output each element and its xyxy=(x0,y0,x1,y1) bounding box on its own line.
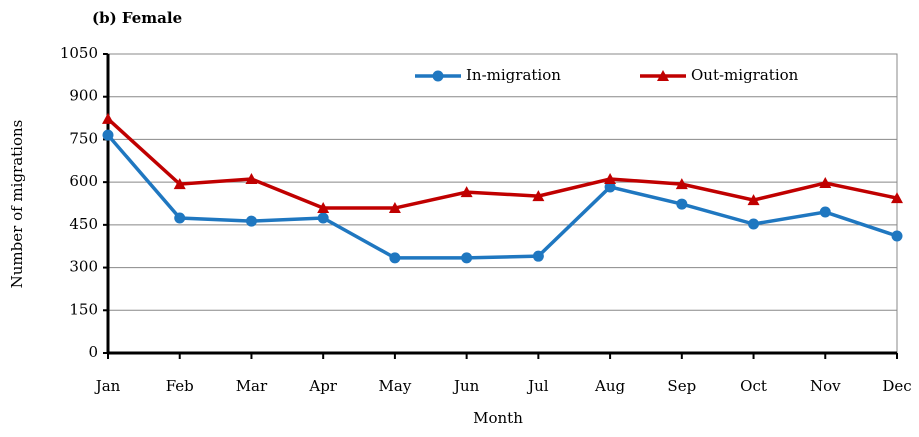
legend-marker xyxy=(657,70,669,81)
data-point xyxy=(389,252,401,264)
x-tick-label: Sep xyxy=(667,377,696,395)
y-tick-label: 1050 xyxy=(60,44,98,62)
plot-border xyxy=(107,53,898,354)
data-point xyxy=(388,202,401,214)
y-tick-label: 600 xyxy=(69,172,98,190)
data-point xyxy=(676,198,688,210)
x-tick-label: Jan xyxy=(94,377,121,395)
y-tick-label: 750 xyxy=(69,129,98,147)
data-point xyxy=(102,112,114,124)
data-point xyxy=(532,250,544,262)
data-point xyxy=(317,202,330,214)
x-tick-label: May xyxy=(379,377,412,395)
data-point xyxy=(819,206,831,218)
y-tick-label: 300 xyxy=(69,258,98,276)
data-point xyxy=(174,212,186,224)
data-point xyxy=(748,218,760,230)
data-point xyxy=(675,178,688,190)
data-point xyxy=(173,178,186,190)
x-tick-label: Jul xyxy=(526,377,549,395)
data-point xyxy=(461,252,473,264)
series-line xyxy=(106,134,898,260)
x-tick-label: Feb xyxy=(166,377,194,395)
legend-label: In-migration xyxy=(466,66,561,84)
x-tick-label: Mar xyxy=(236,377,268,395)
data-point xyxy=(317,212,329,224)
x-axis-label: Month xyxy=(473,409,523,427)
x-tick-label: Apr xyxy=(308,377,337,395)
legend-label: Out-migration xyxy=(691,66,799,84)
data-point xyxy=(604,181,616,193)
data-point xyxy=(819,176,832,188)
data-point xyxy=(604,173,617,185)
data-point xyxy=(245,173,258,185)
x-tick-label: Nov xyxy=(810,377,841,395)
data-point xyxy=(245,215,257,227)
y-tick-label: 150 xyxy=(69,300,98,318)
series-line xyxy=(106,117,898,210)
y-tick-label: 0 xyxy=(88,343,98,361)
data-point xyxy=(747,194,760,206)
x-tick-label: Jun xyxy=(452,377,480,395)
chart-title: (b) Female xyxy=(92,9,182,27)
data-point xyxy=(891,192,903,204)
data-point xyxy=(102,129,114,141)
x-tick-label: Aug xyxy=(594,377,625,395)
y-tick-label: 900 xyxy=(69,87,98,105)
y-axis-label: Number of migrations xyxy=(8,120,26,289)
y-tick-label: 450 xyxy=(69,215,98,233)
legend-marker xyxy=(432,70,444,82)
data-point xyxy=(891,230,903,242)
x-tick-label: Dec xyxy=(882,377,911,395)
data-point xyxy=(532,190,545,202)
data-point xyxy=(460,186,473,198)
x-tick-label: Oct xyxy=(740,377,767,395)
